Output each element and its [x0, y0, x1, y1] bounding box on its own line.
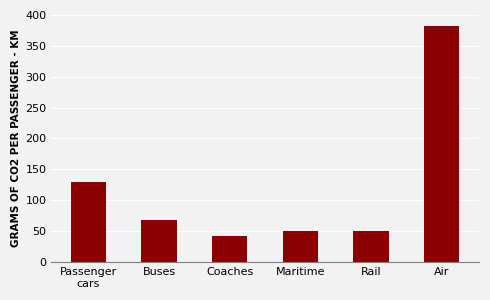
Bar: [424, 26, 460, 262]
Bar: [283, 231, 318, 262]
Bar: [353, 231, 389, 262]
Bar: [142, 220, 177, 262]
Bar: [71, 182, 106, 262]
Y-axis label: GRAMS OF CO2 PER PASSENGER - KM: GRAMS OF CO2 PER PASSENGER - KM: [11, 30, 21, 247]
Bar: [212, 236, 247, 262]
